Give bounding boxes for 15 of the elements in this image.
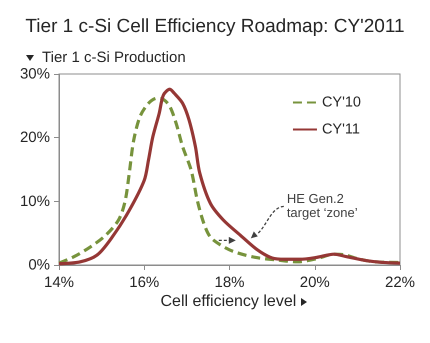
legend-label: CY'10: [322, 94, 362, 110]
legend-label: CY'11: [322, 122, 360, 138]
y-tick-label: 30%: [20, 66, 50, 82]
x-tick-label: 22%: [384, 274, 416, 291]
y-tick-label: 0%: [28, 256, 50, 274]
chart-title: Tier 1 c-Si Cell Efficiency Roadmap: CY'2011: [25, 16, 405, 37]
x-tick-label: 18%: [214, 274, 245, 291]
x-tick-label: 16%: [129, 274, 160, 291]
x-tick-label: 14%: [44, 274, 74, 291]
x-tick-label: 20%: [300, 274, 330, 291]
y-axis-title: Tier 1 c-Si Production: [42, 49, 186, 66]
y-tick-label: 20%: [20, 129, 50, 146]
x-axis-title: Cell efficiency level: [160, 293, 296, 311]
y-tick-label: 10%: [20, 192, 50, 210]
annotation: HE Gen.2 target ‘zone’: [286, 191, 358, 220]
